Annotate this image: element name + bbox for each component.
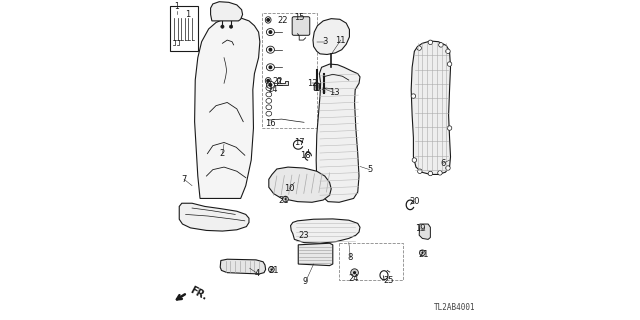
Polygon shape [179, 203, 249, 231]
Text: 5: 5 [367, 165, 372, 174]
Text: 1: 1 [174, 2, 179, 11]
FancyBboxPatch shape [314, 83, 319, 90]
Text: FR.: FR. [188, 285, 209, 302]
Text: 19: 19 [415, 224, 426, 233]
Polygon shape [316, 64, 360, 202]
Text: 11: 11 [335, 36, 346, 44]
Text: 1: 1 [184, 10, 190, 19]
Text: 13: 13 [329, 88, 340, 97]
Circle shape [445, 166, 450, 170]
Circle shape [283, 196, 289, 202]
Circle shape [421, 252, 423, 254]
Text: 16: 16 [265, 119, 276, 128]
Text: 2: 2 [220, 149, 225, 158]
Circle shape [271, 268, 273, 270]
Polygon shape [419, 224, 430, 239]
Text: 18: 18 [300, 151, 311, 160]
Text: 22: 22 [272, 77, 283, 86]
Text: 23: 23 [298, 231, 308, 240]
Circle shape [351, 269, 358, 276]
Circle shape [269, 48, 272, 51]
Text: 6: 6 [440, 159, 446, 168]
Circle shape [269, 84, 272, 86]
Text: 17: 17 [294, 138, 305, 147]
Circle shape [269, 31, 272, 33]
Polygon shape [298, 243, 333, 266]
Circle shape [417, 46, 421, 50]
Circle shape [438, 171, 442, 175]
Circle shape [267, 19, 269, 21]
Text: 9: 9 [303, 277, 308, 286]
Polygon shape [211, 2, 243, 21]
Text: 8: 8 [348, 253, 353, 262]
Text: 21: 21 [419, 250, 429, 259]
Text: 21: 21 [268, 266, 279, 275]
Text: 22: 22 [277, 16, 287, 25]
Polygon shape [291, 219, 360, 243]
FancyBboxPatch shape [292, 17, 310, 35]
Text: 21: 21 [278, 196, 289, 204]
Text: 3: 3 [322, 37, 328, 46]
FancyBboxPatch shape [321, 86, 326, 93]
Text: 4: 4 [255, 269, 260, 278]
Circle shape [411, 94, 415, 98]
Circle shape [428, 171, 433, 176]
Circle shape [230, 25, 233, 28]
Circle shape [269, 267, 275, 272]
Circle shape [412, 158, 417, 162]
Circle shape [447, 62, 452, 66]
Circle shape [417, 169, 422, 173]
Polygon shape [220, 259, 266, 274]
Circle shape [419, 250, 425, 256]
Text: 24: 24 [348, 274, 359, 283]
Polygon shape [277, 78, 288, 85]
Circle shape [447, 126, 452, 130]
Polygon shape [313, 19, 349, 54]
Circle shape [428, 40, 433, 44]
Text: 25: 25 [383, 276, 394, 284]
Text: 14: 14 [267, 85, 277, 94]
Circle shape [445, 49, 450, 53]
Text: TL2AB4001: TL2AB4001 [433, 303, 475, 312]
Circle shape [353, 271, 356, 274]
Polygon shape [411, 41, 451, 174]
Polygon shape [195, 18, 260, 198]
Polygon shape [269, 167, 331, 202]
Text: 15: 15 [294, 13, 305, 22]
Text: 20: 20 [409, 197, 420, 206]
Circle shape [269, 66, 272, 68]
Text: 12: 12 [307, 79, 317, 88]
Text: 10: 10 [284, 184, 295, 193]
Circle shape [285, 198, 287, 200]
Text: 7: 7 [181, 175, 187, 184]
Circle shape [438, 43, 443, 47]
Circle shape [267, 79, 269, 82]
Circle shape [221, 25, 224, 28]
